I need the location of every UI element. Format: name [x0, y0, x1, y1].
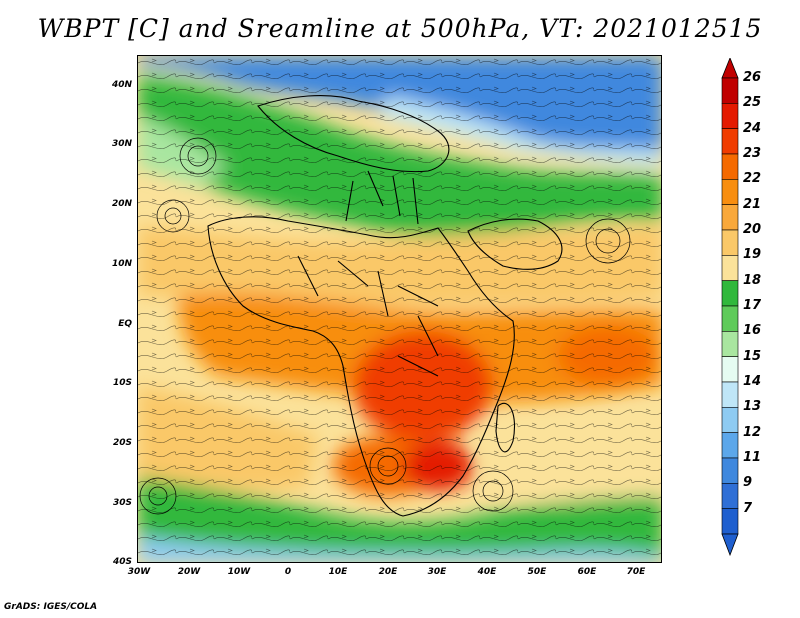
grads-credit: GrADS: IGES/COLA	[4, 602, 98, 612]
colorbar-label: 11	[743, 450, 762, 465]
colorbar-label: 19	[743, 247, 762, 263]
lon-label-20e: 20E	[378, 567, 398, 577]
streamlines	[138, 56, 661, 562]
colorbar-boxes	[721, 77, 739, 535]
colorbar-label: 7	[743, 500, 753, 516]
colorbar-top-arrow	[721, 58, 739, 79]
lat-label-40n: 40N	[111, 80, 132, 90]
colorbar-label: 16	[743, 323, 762, 339]
lon-label-70e: 70E	[626, 567, 646, 577]
lat-label-40s: 40S	[112, 557, 132, 567]
colorbar-box	[721, 432, 739, 459]
colorbar-label: 13	[743, 399, 762, 415]
colorbar-label: 24	[743, 120, 762, 136]
colorbar-box	[721, 77, 739, 104]
lat-label-20n: 20N	[111, 199, 132, 209]
colorbar-box	[721, 508, 739, 535]
lat-label-10n: 10N	[111, 259, 132, 269]
colorbar-box	[721, 356, 739, 383]
colorbar-box	[721, 305, 739, 332]
colorbar-box	[721, 483, 739, 509]
lon-label-40e: 40E	[477, 567, 497, 577]
wbpt-field	[138, 56, 661, 562]
colorbar-box	[721, 128, 739, 155]
colorbar-box	[721, 331, 739, 357]
lon-label-60e: 60E	[577, 567, 597, 577]
lat-label-30s: 30S	[112, 498, 132, 508]
colorbar-box	[721, 457, 739, 484]
lon-label-0: 0	[284, 567, 292, 577]
lon-label-30e: 30E	[427, 567, 447, 577]
colorbar-label: 22	[743, 171, 762, 187]
colorbar-label: 20	[743, 222, 762, 237]
colorbar-label: 25	[743, 95, 762, 111]
colorbar-label: 15	[743, 348, 762, 364]
map-title: WBPT [C] and Sreamline at 500hPa, VT: 20…	[37, 14, 763, 43]
colorbar-label: 18	[743, 272, 762, 288]
lon-label-10w: 10W	[227, 567, 251, 577]
lon-label-20w: 20W	[177, 567, 201, 577]
colorbar-label: 12	[743, 424, 762, 440]
colorbar	[721, 58, 739, 556]
map-panel	[137, 55, 662, 563]
colorbar-box	[721, 229, 739, 256]
colorbar-box	[721, 381, 739, 408]
colorbar-box	[721, 280, 739, 307]
colorbar-box	[721, 153, 739, 180]
streamline-vortices	[139, 137, 631, 515]
colorbar-label: 14	[743, 374, 762, 389]
lon-label-10e: 10E	[328, 567, 348, 577]
lon-label-30w: 30W	[127, 567, 151, 577]
coastlines	[207, 95, 563, 517]
colorbar-box	[721, 204, 739, 231]
colorbar-label: 9	[743, 475, 753, 491]
lat-label-10s: 10S	[112, 378, 132, 388]
colorbar-bottom-arrow	[721, 533, 739, 556]
colorbar-box	[721, 103, 739, 129]
colorbar-label: 23	[743, 146, 762, 161]
colorbar-label: 17	[743, 298, 762, 313]
colorbar-label: 26	[743, 70, 762, 85]
lat-label-20s: 20S	[112, 438, 132, 448]
lat-label-30n: 30N	[111, 139, 132, 149]
colorbar-box	[721, 255, 739, 281]
lat-label-eq: EQ	[118, 319, 132, 329]
colorbar-label: 21	[743, 196, 762, 212]
lon-label-50e: 50E	[527, 567, 547, 577]
colorbar-box	[721, 179, 739, 205]
colorbar-box	[721, 407, 739, 433]
